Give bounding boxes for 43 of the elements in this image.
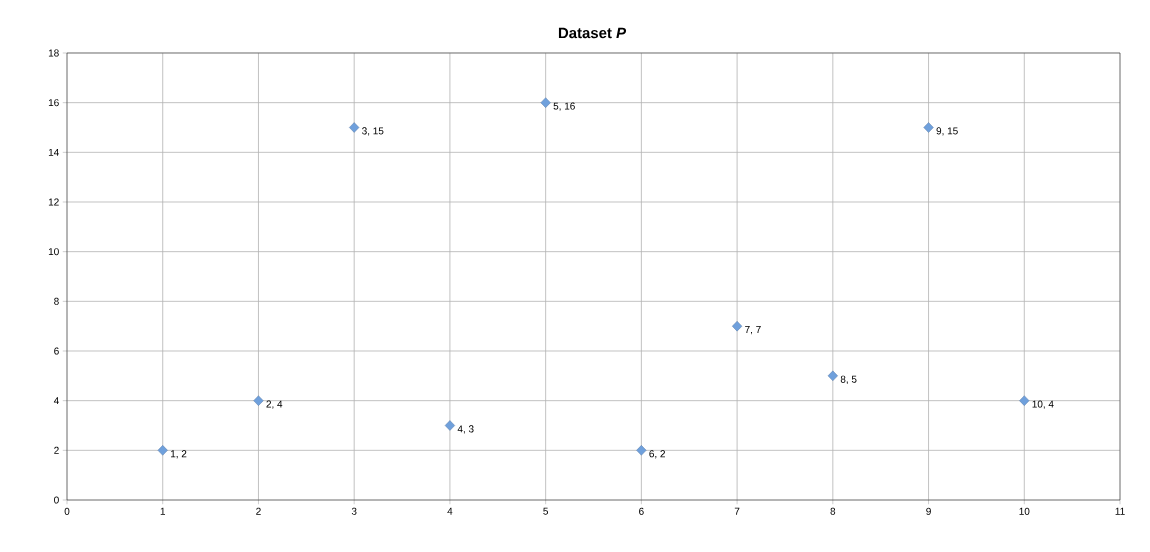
point (827, 370, 838, 382)
x-tick-label: 4 (447, 507, 453, 515)
y-tick-label: 2 (54, 446, 59, 454)
y-tick-label: 0 (54, 496, 59, 504)
data-label: 8, 5 (840, 375, 857, 384)
data-label: 5, 16 (553, 102, 575, 111)
x-tick-label: 10 (1019, 507, 1030, 515)
x-tick-label: 11 (1115, 507, 1125, 515)
y-tick-label: 12 (48, 198, 59, 206)
x-tick-label: 7 (734, 507, 740, 515)
x-tick-label: 9 (926, 507, 931, 515)
point (923, 122, 934, 133)
x-tick-label: 2 (256, 507, 261, 515)
chart-title: Dataset P (558, 27, 627, 39)
x-tick-label: 0 (64, 507, 70, 515)
data-label: 7, 7 (745, 326, 761, 335)
y-tick-label: 14 (48, 148, 59, 156)
point (444, 420, 455, 431)
y-tick-label: 10 (48, 248, 59, 256)
point (732, 320, 743, 332)
point (1019, 395, 1030, 406)
point (349, 122, 360, 133)
y-tick-label: 18 (48, 49, 59, 57)
y-tick-label: 8 (54, 297, 59, 305)
x-tick-label: 5 (543, 507, 548, 515)
y-tick-label: 16 (48, 99, 59, 107)
data-label: 2, 4 (266, 400, 283, 409)
y-tick-label: 6 (54, 347, 59, 355)
point (636, 445, 647, 456)
data-label: 1, 2 (171, 450, 187, 459)
x-tick-label: 6 (639, 507, 644, 515)
point (540, 97, 551, 108)
point (253, 395, 264, 406)
y-tick-label: 4 (53, 397, 59, 405)
x-tick-label: 3 (351, 507, 357, 515)
x-tick-label: 8 (830, 507, 836, 515)
data-label: 9, 15 (936, 127, 958, 136)
data-label: 6, 2 (649, 450, 665, 459)
data-label: 10, 4 (1032, 400, 1054, 409)
data-label: 3, 15 (362, 127, 384, 136)
x-tick-label: 1 (160, 507, 166, 515)
data-label: 4, 3 (457, 425, 474, 434)
point (157, 445, 168, 456)
